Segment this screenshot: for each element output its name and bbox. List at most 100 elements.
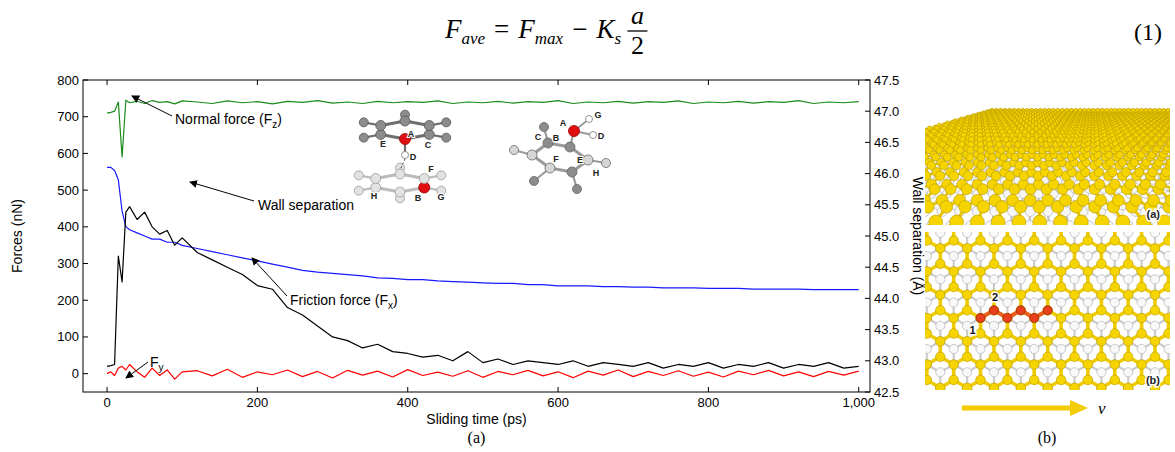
atom bbox=[510, 146, 519, 155]
atom bbox=[424, 121, 434, 131]
lattice-bond bbox=[908, 139, 914, 142]
y2-tick-label: 46.5 bbox=[874, 135, 899, 150]
atom-label: A bbox=[560, 118, 567, 128]
atom bbox=[540, 123, 549, 132]
atom-label: C bbox=[425, 140, 432, 150]
lattice-bond bbox=[915, 167, 917, 170]
y-axis-title: Forces (nN) bbox=[9, 199, 25, 273]
series-label-subscript: y bbox=[159, 362, 164, 373]
lattice-bond bbox=[906, 152, 907, 154]
lattice-bond bbox=[896, 152, 897, 154]
series-line bbox=[107, 364, 859, 379]
lattice-bond bbox=[921, 159, 923, 162]
lattice-bond bbox=[1170, 147, 1171, 149]
lattice-bond bbox=[914, 138, 921, 139]
atom bbox=[376, 130, 386, 140]
lattice-bond bbox=[913, 147, 921, 149]
atom bbox=[527, 150, 537, 160]
lattice-bond bbox=[901, 159, 910, 162]
y-tick-label: 700 bbox=[57, 109, 79, 124]
atom bbox=[424, 130, 434, 140]
atom bbox=[437, 171, 446, 180]
lattice-bond bbox=[909, 142, 916, 144]
lattice-bond bbox=[920, 135, 925, 137]
atom bbox=[543, 138, 553, 148]
x-tick-label: 800 bbox=[698, 395, 720, 410]
lattice-bond bbox=[890, 159, 900, 162]
lattice-bond bbox=[907, 152, 915, 154]
atom-label: E bbox=[577, 155, 583, 165]
series-label: Wall separation bbox=[258, 197, 354, 213]
atom-label: A bbox=[408, 129, 415, 139]
lattice-bond bbox=[900, 155, 908, 160]
atom-label: G bbox=[437, 192, 444, 202]
atom bbox=[530, 177, 539, 186]
atom bbox=[567, 167, 577, 177]
series-line bbox=[107, 207, 859, 369]
atom-label: B bbox=[415, 193, 422, 203]
y-tick-label: 200 bbox=[57, 293, 79, 308]
lattice-bond bbox=[910, 159, 912, 162]
y-tick-label: 100 bbox=[57, 329, 79, 344]
series-line bbox=[107, 100, 859, 157]
lattice-bond bbox=[903, 162, 911, 168]
lattice-bond bbox=[916, 139, 922, 142]
series-label-text: Wall separation bbox=[258, 197, 354, 213]
atom bbox=[442, 118, 451, 127]
equation-part: F bbox=[517, 14, 535, 44]
y-tick-label: 500 bbox=[57, 183, 79, 198]
series-label: Fy bbox=[150, 354, 164, 373]
series-label-suffix: ) bbox=[277, 111, 282, 127]
atom bbox=[569, 126, 580, 137]
equation-part: K bbox=[595, 14, 616, 44]
atom bbox=[359, 118, 368, 127]
series-group bbox=[107, 100, 859, 379]
y2-tick-label: 43.0 bbox=[874, 353, 899, 368]
y-tick-label: 600 bbox=[57, 146, 79, 161]
lattice-bond bbox=[912, 159, 921, 162]
lattice-bond bbox=[905, 205, 907, 211]
series-annotations: Normal force (Fz)Wall separationFriction… bbox=[126, 96, 398, 378]
atom bbox=[442, 133, 451, 142]
lattice-bond bbox=[905, 167, 915, 170]
lattice-bond bbox=[916, 149, 922, 153]
lattice-bond bbox=[906, 149, 913, 153]
y2-tick-label: 47.5 bbox=[874, 73, 899, 88]
atom-label: F bbox=[553, 154, 559, 164]
y2-tick-label: 44.5 bbox=[874, 260, 899, 275]
y2-axis-title: Wall separation (Å) bbox=[910, 177, 926, 296]
atom bbox=[359, 133, 368, 142]
annotation-arrow bbox=[132, 96, 172, 116]
lattice-bond bbox=[910, 155, 917, 160]
equation-part: s bbox=[614, 29, 621, 48]
series-label-text: Friction force (F bbox=[290, 292, 388, 308]
atom bbox=[371, 174, 381, 184]
y2-tick-label: 45.0 bbox=[874, 229, 899, 244]
x-tick-label: 400 bbox=[397, 395, 419, 410]
series-label-text: F bbox=[150, 354, 159, 370]
lattice-bond bbox=[918, 142, 925, 144]
y-tick-label: 400 bbox=[57, 219, 79, 234]
inset-molecules: EACDFHBGCBAGDFEH bbox=[354, 110, 610, 203]
y2-tick-label: 47.0 bbox=[874, 104, 899, 119]
atom bbox=[354, 186, 363, 195]
lattice-bond bbox=[903, 167, 904, 170]
lattice-bond bbox=[916, 152, 918, 154]
lattice-bond bbox=[901, 142, 908, 144]
lattice-bond bbox=[899, 181, 910, 190]
lattice-bond bbox=[1171, 211, 1175, 226]
atom-label: E bbox=[380, 139, 386, 149]
lattice-bond bbox=[920, 138, 921, 139]
lattice-bond bbox=[903, 144, 910, 147]
y2-tick-label: 44.0 bbox=[874, 291, 899, 306]
x-tick-label: 0 bbox=[103, 395, 110, 410]
equation-denominator: 2 bbox=[631, 31, 644, 60]
lattice-bond bbox=[1171, 167, 1172, 170]
x-axis-title: Sliding time (ps) bbox=[426, 411, 526, 427]
x-tick-label: 200 bbox=[247, 395, 269, 410]
y-tick-label: 300 bbox=[57, 256, 79, 271]
series-label: Friction force (Fx) bbox=[290, 292, 398, 311]
lattice-bond bbox=[917, 152, 925, 154]
atom-label: H bbox=[371, 191, 378, 201]
lattice-bond bbox=[912, 147, 913, 149]
